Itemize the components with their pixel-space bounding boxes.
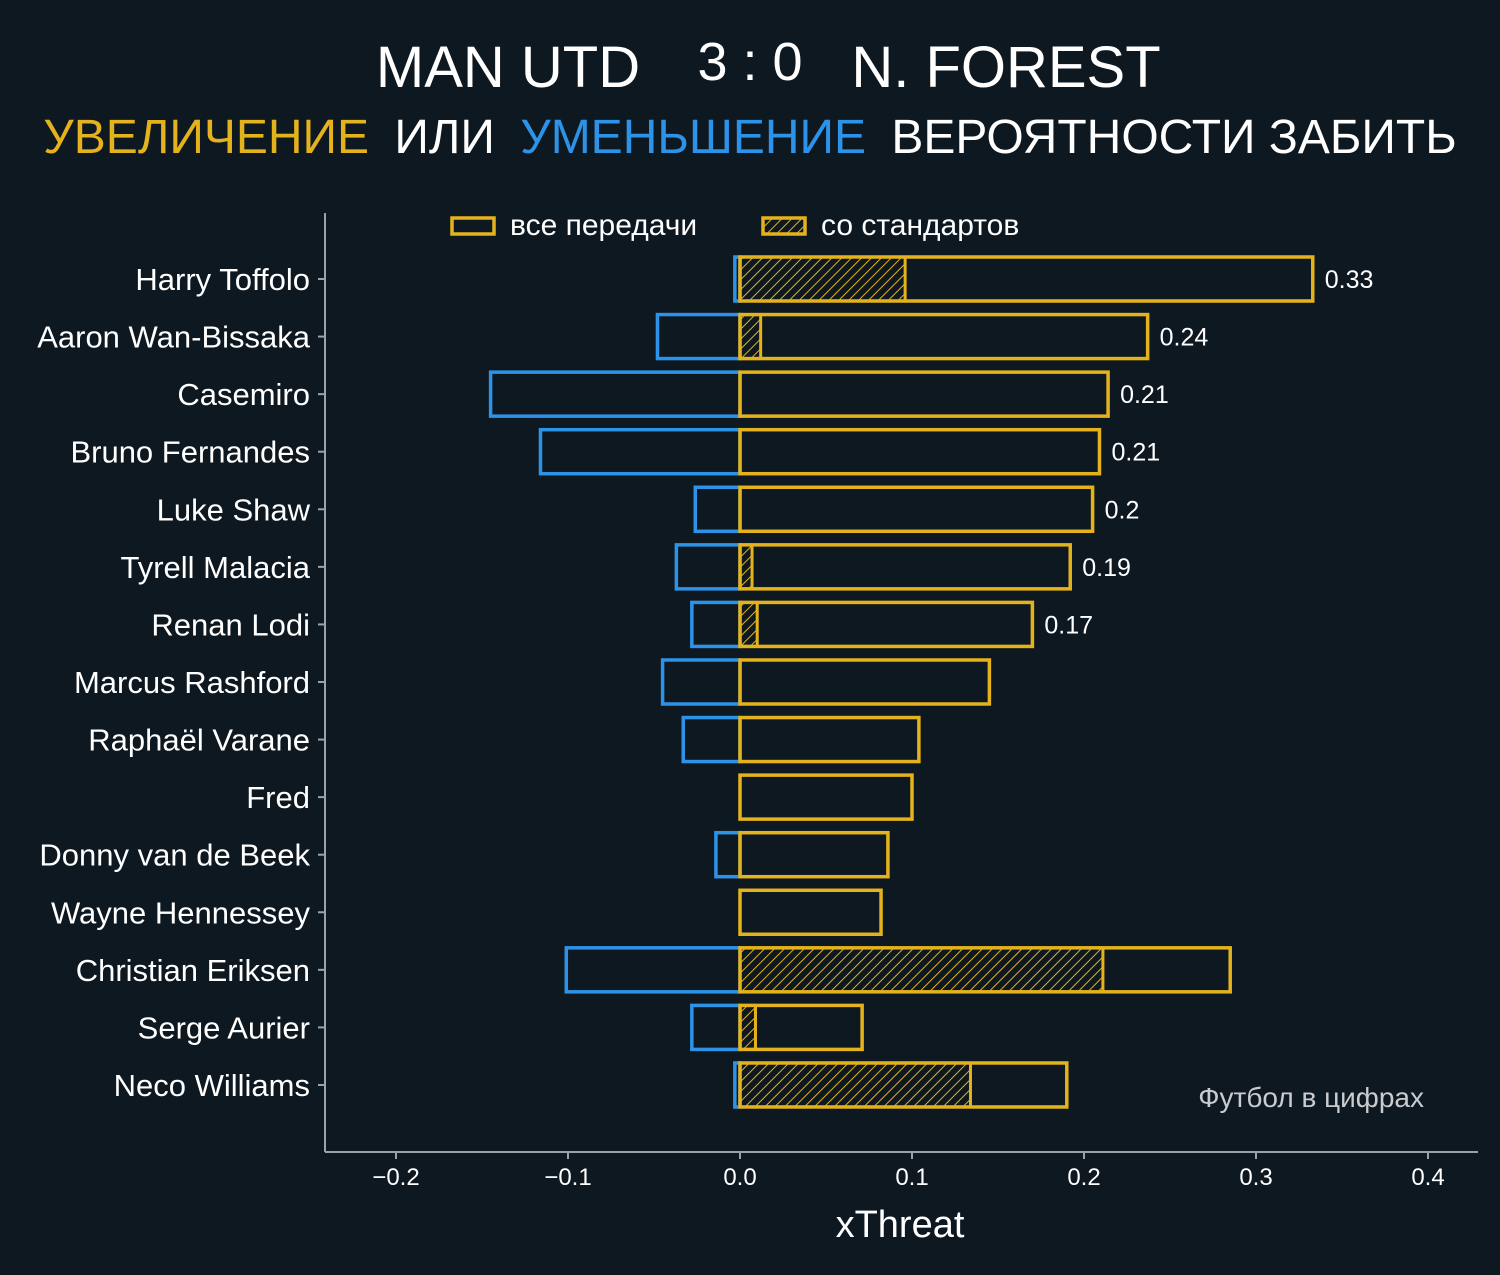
bar-decrease-rapha-l-varane (681, 715, 742, 764)
bar-decrease-tyrell-malacia (674, 543, 742, 591)
bar-increase-serge-aurier (738, 1003, 864, 1052)
data-label-harry-toffolo: 0.33 (1325, 266, 1374, 294)
y-tick-label-neco-williams: Neco Williams (114, 1068, 310, 1103)
bar-increase-harry-toffolo (738, 255, 1315, 303)
data-label-casemiro: 0.21 (1120, 381, 1169, 409)
bar-increase-aaron-wan-bissaka (738, 312, 1150, 361)
bar-increase-luke-shaw (738, 485, 1095, 534)
data-label-luke-shaw: 0.2 (1105, 496, 1140, 524)
x-tick-label: 0.0 (723, 1164, 756, 1191)
subtitle-decrease: УМЕНЬШЕНИЕ (520, 111, 866, 164)
y-tick-label-christian-eriksen: Christian Eriksen (76, 953, 310, 988)
bar-setpiece-tyrell-malacia (738, 543, 754, 591)
data-label-aaron-wan-bissaka: 0.24 (1160, 324, 1209, 352)
bar-increase-donny-van-de-beek (738, 830, 890, 879)
bar-setpiece-neco-williams (738, 1061, 972, 1109)
bar-decrease-marcus-rashford (660, 658, 742, 706)
chart-subtitle: УВЕЛИЧЕНИЕ ИЛИ УМЕНЬШЕНИЕ ВЕРОЯТНОСТИ ЗА… (43, 111, 1456, 164)
bar-decrease-donny-van-de-beek (714, 830, 742, 879)
y-tick-label-fred: Fred (246, 780, 310, 815)
watermark: Футбол в цифрах (1198, 1082, 1424, 1113)
x-tick-label: 0.2 (1067, 1164, 1100, 1191)
bar-setpiece-serge-aurier (738, 1003, 757, 1051)
chart-title: MAN UTD 3 : 0 N. FOREST (376, 32, 1161, 100)
home-team-name: MAN UTD (376, 35, 640, 100)
bar-increase-fred (738, 773, 914, 821)
data-label-renan-lodi: 0.17 (1044, 611, 1093, 639)
y-tick-label-wayne-hennessey: Wayne Hennessey (51, 895, 311, 930)
bar-increase-marcus-rashford (738, 658, 992, 706)
away-team-name: N. FOREST (851, 35, 1160, 100)
subtitle-rest: ВЕРОЯТНОСТИ ЗАБИТЬ (891, 111, 1456, 164)
y-tick-label-donny-van-de-beek: Donny van de Beek (39, 838, 310, 873)
y-tick-label-bruno-fernandes: Bruno Fernandes (70, 435, 310, 470)
y-tick-label-tyrell-malacia: Tyrell Malacia (121, 550, 311, 585)
x-tick-label: −0.1 (544, 1164, 591, 1191)
bar-setpiece-aaron-wan-bissaka (738, 313, 763, 361)
bar-increase-casemiro (738, 370, 1110, 418)
legend-label-all-passes: все передачи (510, 209, 697, 242)
bar-decrease-casemiro (488, 370, 742, 418)
bar-decrease-christian-eriksen (564, 946, 742, 994)
bar-decrease-renan-lodi (690, 600, 742, 649)
data-label-bruno-fernandes: 0.21 (1111, 439, 1160, 467)
bar-increase-bruno-fernandes (738, 427, 1102, 476)
legend-swatch-set-pieces (761, 216, 807, 236)
bar-setpiece-christian-eriksen (738, 946, 1105, 994)
legend-label-set-pieces: со стандартов (821, 209, 1019, 242)
x-axis-label: xThreat (836, 1204, 965, 1246)
bar-increase-tyrell-malacia (738, 543, 1072, 591)
x-tick-label: 0.1 (895, 1164, 928, 1191)
legend-swatch-all-passes (450, 216, 496, 236)
y-tick-label-harry-toffolo: Harry Toffolo (135, 262, 310, 297)
bars-layer: 0.33 0.24 0.21 0.21 0.2 0.19 0.17 (488, 255, 1374, 1109)
legend: все передачи со стандартов (450, 209, 1019, 242)
y-tick-label-serge-aurier: Serge Aurier (138, 1010, 310, 1045)
bar-increase-neco-williams (738, 1061, 1069, 1109)
y-tick-label-renan-lodi: Renan Lodi (151, 607, 310, 642)
bar-increase-renan-lodi (738, 600, 1035, 649)
y-ticks: Harry Toffolo Aaron Wan-Bissaka Casemiro Br… (37, 262, 325, 1103)
x-tick-label: 0.4 (1411, 1164, 1444, 1191)
bar-decrease-bruno-fernandes (538, 427, 742, 476)
y-tick-label-marcus-rashford: Marcus Rashford (74, 665, 310, 700)
bar-decrease-luke-shaw (693, 485, 742, 534)
bar-decrease-serge-aurier (690, 1003, 742, 1052)
data-label-tyrell-malacia: 0.19 (1082, 554, 1131, 582)
bar-setpiece-renan-lodi (738, 600, 759, 648)
bar-increase-wayne-hennessey (738, 888, 883, 937)
bar-setpiece-harry-toffolo (738, 255, 907, 303)
x-tick-label: 0.3 (1239, 1164, 1272, 1191)
y-tick-label-casemiro: Casemiro (177, 377, 310, 412)
y-tick-label-rapha-l-varane: Raphaël Varane (88, 723, 310, 758)
bar-increase-christian-eriksen (738, 946, 1232, 994)
x-ticks: −0.2 −0.1 0.0 0.1 0.2 0.3 0.4 (372, 1152, 1445, 1191)
subtitle-or: ИЛИ (394, 111, 495, 164)
x-tick-label: −0.2 (372, 1164, 419, 1191)
bar-increase-rapha-l-varane (738, 715, 921, 764)
y-tick-label-luke-shaw: Luke Shaw (157, 492, 311, 527)
subtitle-increase: УВЕЛИЧЕНИЕ (43, 111, 369, 164)
bar-decrease-aaron-wan-bissaka (655, 312, 742, 361)
y-tick-label-aaron-wan-bissaka: Aaron Wan-Bissaka (37, 320, 311, 355)
match-score: 3 : 0 (697, 32, 802, 92)
